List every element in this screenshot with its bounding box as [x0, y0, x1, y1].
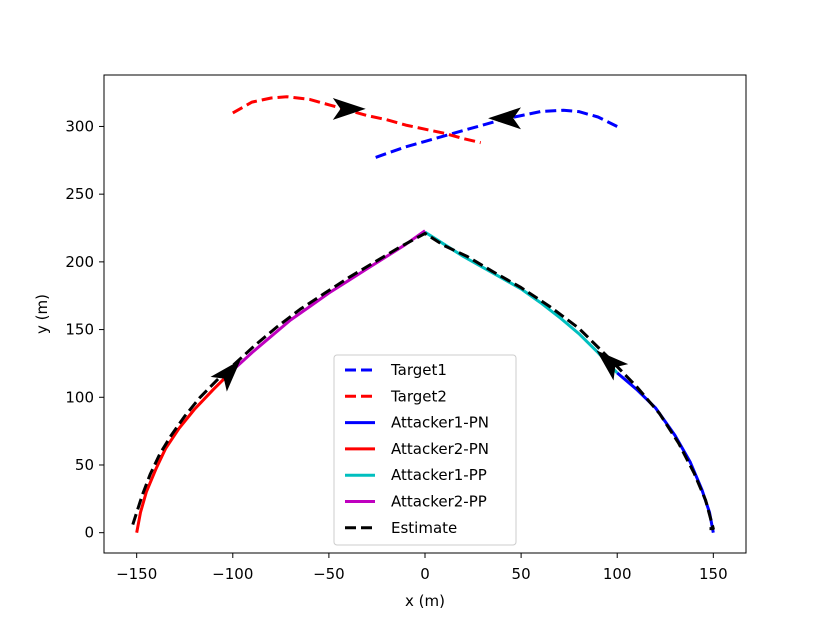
x-tick-label: −100 [212, 565, 253, 583]
y-axis-label: y (m) [33, 294, 51, 334]
x-tick-label: −50 [313, 565, 345, 583]
arrows [210, 97, 629, 392]
x-ticks: −150 −100 −50 0 50 100 150 [116, 553, 728, 583]
x-tick-label: −150 [116, 565, 157, 583]
x-axis-label: x (m) [405, 592, 445, 610]
legend-label-attacker2-pn: Attacker2-PN [391, 440, 489, 458]
arrow-head-target1 [488, 107, 521, 130]
series-line-attacker2-pn [135, 369, 234, 533]
y-ticks: 0 50 100 150 200 250 300 [65, 117, 104, 542]
legend-label-target2: Target2 [390, 387, 447, 405]
y-tick-label: 150 [65, 321, 94, 339]
series-line-attacker2-pp [231, 229, 426, 372]
series-line-target1 [370, 108, 618, 161]
legend-label-attacker1-pp: Attacker1-PP [391, 466, 487, 484]
legend-label-target1: Target1 [390, 361, 447, 379]
y-tick-label: 0 [84, 524, 94, 542]
legend-label-attacker1-pn: Attacker1-PN [391, 414, 489, 432]
x-tick-label: 50 [512, 565, 531, 583]
y-tick-label: 100 [65, 388, 94, 406]
legend-label-estimate: Estimate [391, 519, 457, 537]
legend: Target1 Target2 Attacker1-PN Attacker2-PN At… [333, 354, 517, 546]
y-tick-label: 50 [75, 456, 94, 474]
series-line-attacker1-pp [424, 230, 619, 374]
plot-lines [131, 95, 715, 533]
x-tick-label: 150 [699, 565, 728, 583]
y-tick-label: 250 [65, 185, 94, 203]
arrow-head-attacker1 [596, 350, 629, 381]
series-line-target2 [232, 95, 482, 145]
x-tick-label: 0 [420, 565, 430, 583]
arrow-head-target2 [332, 97, 366, 120]
series-line-estimate [131, 231, 715, 531]
y-tick-label: 200 [65, 253, 94, 271]
legend-box [333, 354, 517, 546]
series-line-attacker1-pn [616, 371, 715, 533]
y-tick-label: 300 [65, 117, 94, 135]
x-tick-label: 100 [603, 565, 632, 583]
arrow-head-attacker2 [210, 359, 241, 392]
legend-label-attacker2-pp: Attacker2-PP [391, 493, 487, 511]
